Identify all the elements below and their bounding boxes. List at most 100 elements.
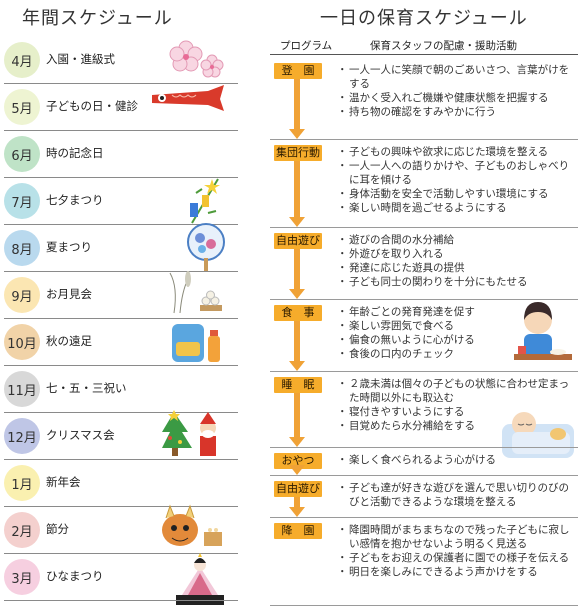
row-divider — [4, 224, 238, 225]
month-event: 新年会 — [46, 475, 81, 489]
staff-note-item: 年齢ごとの発育発達を促す — [337, 305, 510, 319]
month-badge: 11月 — [4, 371, 40, 407]
row-divider — [4, 83, 238, 84]
arrow-head — [289, 437, 305, 447]
program-label: 自由遊び — [274, 233, 322, 249]
staff-note-item: 遊びの合間の水分補給 — [337, 233, 578, 247]
month-event: クリスマス会 — [46, 428, 115, 442]
month-event: 夏まつり — [46, 240, 92, 254]
month-row: 4月 入園・進級式 — [0, 38, 238, 84]
section-divider — [270, 139, 578, 140]
schedule-section: 登 園一人一人に笑顔で朝のごあいさつ、言葉がけをする温かく受入れご機嫌や健康状態… — [270, 58, 578, 140]
yearly-schedule-title: 年間スケジュール — [22, 8, 173, 29]
program-label: 食 事 — [274, 305, 322, 321]
schedule-section: 降 園降園時間がまちまちなので残った子どもに寂しい感情を抱かせないよう明るく見送… — [270, 518, 578, 606]
staff-note-item: 楽しく食べられるよう心がける — [337, 453, 578, 467]
staff-note-item: 目覚めたら水分補給をする — [337, 419, 572, 433]
month-badge: 6月 — [4, 136, 40, 172]
program-label: 睡 眠 — [274, 377, 322, 393]
section-divider — [270, 227, 578, 228]
month-event: 節分 — [46, 522, 69, 536]
section-divider — [270, 517, 578, 518]
staff-note-item: 子ども同士の関わりを十分にもたせる — [337, 275, 578, 289]
staff-notes: 子ども達が好きな遊びを選んで思い切りのびのびと活動できるような環境を整える — [337, 481, 578, 509]
backpack-icon — [168, 316, 228, 372]
child-eating-icon — [512, 302, 574, 372]
staff-note-item: 持ち物の確認をすみやかに行う — [337, 105, 578, 119]
header-staff: 保育スタッフの配慮・援助活動 — [370, 40, 517, 52]
staff-note-item: 食後の口内のチェック — [337, 347, 510, 361]
staff-note-item: 発達に応じた遊具の提供 — [337, 261, 578, 275]
program-label: 自由遊び — [274, 481, 322, 497]
section-divider — [270, 371, 578, 372]
month-row: 12月 クリスマス会 — [0, 410, 238, 460]
schedule-section: 集団行動子どもの興味や欲求に応じた環境を整える一人一人への語りかけや、子どものお… — [270, 140, 578, 228]
row-divider — [4, 459, 238, 460]
row-divider — [4, 365, 238, 366]
month-row: 6月 時の記念日 — [0, 132, 238, 178]
flow-arrow — [294, 249, 300, 290]
schedule-section: 自由遊び子ども達が好きな遊びを選んで思い切りのびのびと活動できるような環境を整え… — [270, 476, 578, 518]
arrow-head — [289, 465, 305, 475]
staff-note-item: 一人一人への語りかけや、子どものおしゃべりに耳を傾ける — [337, 159, 578, 187]
row-divider — [4, 506, 238, 507]
month-badge: 4月 — [4, 42, 40, 78]
arrow-head — [289, 129, 305, 139]
flow-arrow — [294, 79, 300, 130]
staff-notes: 一人一人に笑顔で朝のごあいさつ、言葉がけをする温かく受入れご機嫌や健康状態を把握… — [337, 63, 578, 119]
month-badge: 9月 — [4, 277, 40, 313]
row-divider — [4, 318, 238, 319]
staff-note-item: 楽しい時間を過ごせるようにする — [337, 201, 578, 215]
section-divider — [270, 475, 578, 476]
schedule-section: 自由遊び 遊びの合間の水分補給外遊びを取り入れる発達に応じた遊具の提供子ども同士の… — [270, 228, 578, 300]
staff-note-item: 偏食の無いように心がける — [337, 333, 510, 347]
christmas-icon — [158, 410, 228, 470]
program-label: 集団行動 — [274, 145, 322, 161]
month-event: 秋の遠足 — [46, 334, 92, 348]
staff-note-item: 温かく受入れご機嫌や健康状態を把握する — [337, 91, 578, 105]
oni-icon — [158, 504, 228, 558]
section-divider — [270, 447, 578, 448]
month-badge: 10月 — [4, 324, 40, 360]
header-program: プログラム — [280, 40, 333, 52]
flow-arrow — [294, 161, 300, 218]
schedule-section: 食 事年齢ごとの発育発達を促す楽しい雰囲気で食べる偏食の無いように心がける食後の… — [270, 300, 578, 372]
program-label: 降 園 — [274, 523, 322, 539]
row-divider — [4, 177, 238, 178]
month-row: 7月 七夕まつり — [0, 178, 238, 225]
row-divider — [4, 271, 238, 272]
daily-schedule-title: 一日の保育スケジュール — [320, 8, 528, 29]
staff-note-item: 子ども達が好きな遊びを選んで思い切りのびのびと活動できるような環境を整える — [337, 481, 578, 509]
tsukimi-icon — [164, 269, 228, 319]
uchiwa-icon — [184, 222, 228, 278]
arrow-head — [289, 507, 305, 517]
month-row: 2月 節分 — [0, 504, 238, 554]
staff-notes: 楽しく食べられるよう心がける — [337, 453, 578, 467]
hina-icon — [172, 551, 228, 611]
staff-note-item: 寝付きやすいようにする — [337, 405, 572, 419]
program-label: 登 園 — [274, 63, 322, 79]
flow-arrow — [294, 497, 300, 508]
section-divider — [270, 299, 578, 300]
month-row: 5月 子どもの日・健診 — [0, 85, 238, 131]
staff-note-item: 外遊びを取り入れる — [337, 247, 578, 261]
month-badge: 1月 — [4, 465, 40, 501]
program-label: おやつ — [274, 453, 322, 469]
row-divider — [4, 412, 238, 413]
staff-note-item: 身体活動を安全で活動しやすい環境にする — [337, 187, 578, 201]
staff-note-item: 一人一人に笑顔で朝のごあいさつ、言葉がけをする — [337, 63, 578, 91]
staff-note-item: 明日を楽しみにできるよう声かけをする — [337, 565, 578, 579]
month-badge: 2月 — [4, 512, 40, 548]
flow-arrow — [294, 321, 300, 362]
arrow-head — [289, 361, 305, 371]
month-row: 10月 秋の遠足 — [0, 320, 238, 366]
month-badge: 5月 — [4, 89, 40, 125]
month-badge: 12月 — [4, 418, 40, 454]
staff-note-item: 降園時間がまちまちなので残った子どもに寂しい感情を抱かせないよう明るく見送る — [337, 523, 578, 551]
row-divider — [4, 130, 238, 131]
month-row: 9月 お月見会 — [0, 271, 238, 319]
flow-arrow — [294, 393, 300, 438]
month-row: 11月 七・五・三祝い — [0, 367, 238, 413]
month-row: 1月 新年会 — [0, 461, 238, 507]
schedule-section: おやつ 楽しく食べられるよう心がける — [270, 448, 578, 476]
